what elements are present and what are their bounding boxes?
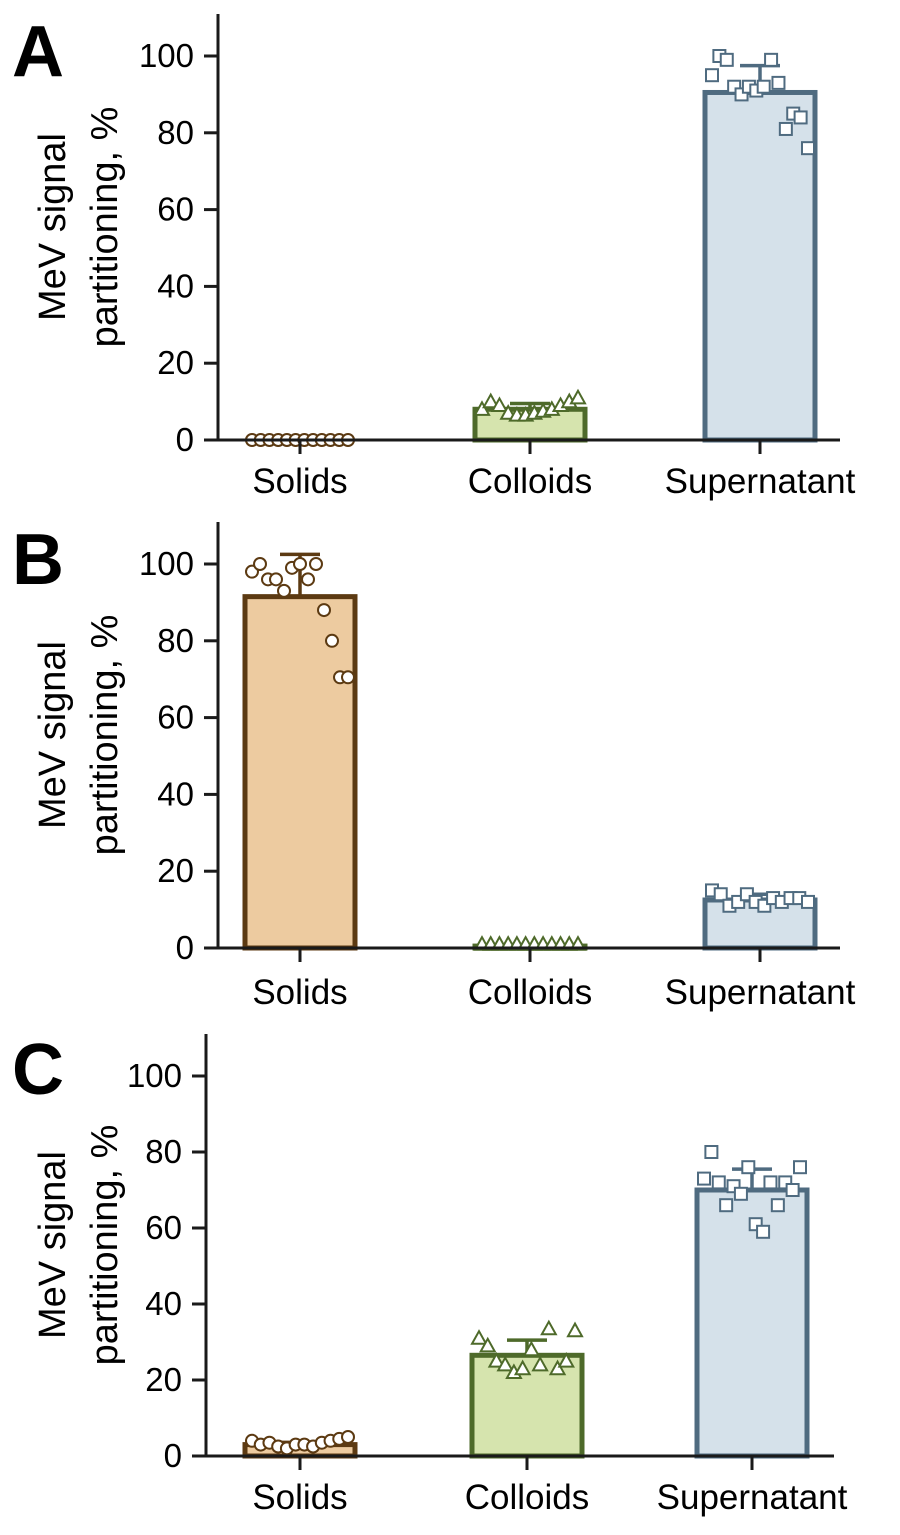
y-tick-label: 100 xyxy=(139,545,194,582)
y-tick-label: 20 xyxy=(157,344,194,381)
y-axis-label-line-2: partitioning, % xyxy=(84,1125,126,1366)
data-point-supernatant xyxy=(801,894,815,909)
plot-c: MeV signal partitioning, % 0 20 40 60 80 100 Sol… xyxy=(32,1034,848,1517)
data-point-supernatant xyxy=(733,1186,748,1201)
data-point-solids xyxy=(277,583,291,598)
data-point-colloids xyxy=(569,388,587,405)
data-point-supernatant xyxy=(778,121,793,136)
x-category-label: Colloids xyxy=(465,1478,590,1517)
data-point-colloids xyxy=(487,1351,506,1368)
data-point-supernatant xyxy=(719,52,734,67)
y-axis-label: MeV signal partitioning, % xyxy=(32,1125,126,1366)
data-point-supernatant xyxy=(756,79,771,94)
data-point-colloids xyxy=(496,1355,514,1372)
data-point-supernatant xyxy=(697,1171,711,1186)
data-point-solids xyxy=(301,572,315,587)
y-tick-label: 100 xyxy=(139,37,194,74)
y-tick-label: 60 xyxy=(157,699,194,736)
data-point-supernatant xyxy=(793,1160,807,1175)
bar-solids xyxy=(242,594,358,951)
data-point-supernatant xyxy=(764,52,779,67)
y-tick-label: 0 xyxy=(176,929,194,966)
y-axis-label-line-1: MeV signal xyxy=(32,641,74,829)
data-point-supernatant xyxy=(741,1160,756,1175)
data-point-solids xyxy=(253,557,267,571)
data-point-solids xyxy=(269,572,283,587)
x-category-label: Solids xyxy=(252,462,347,501)
y-tick-label: 20 xyxy=(145,1361,182,1398)
y-tick-label: 40 xyxy=(157,775,194,812)
data-point-supernatant xyxy=(793,110,808,125)
data-point-supernatant xyxy=(785,1183,800,1197)
data-point-colloids xyxy=(473,400,491,416)
x-category-label: Solids xyxy=(252,973,347,1012)
x-category-label: Supernatant xyxy=(665,973,856,1012)
y-tick-label: 80 xyxy=(157,114,194,151)
y-axis-label-line-1: MeV signal xyxy=(32,133,74,321)
y-axis-label-line-2: partitioning, % xyxy=(84,615,126,856)
y-tick-label: 40 xyxy=(157,267,194,304)
data-point-solids xyxy=(293,557,307,571)
y-axis-label-line-1: MeV signal xyxy=(32,1151,74,1339)
panel-letter-a: A xyxy=(12,12,64,92)
y-tick-label: 0 xyxy=(176,421,194,458)
panel-c: C MeV signal partitioning, % 0 20 40 60 80 100 S… xyxy=(12,1030,848,1517)
data-point-supernatant xyxy=(770,1198,785,1213)
x-category-label: Colloids xyxy=(468,462,593,501)
data-point-colloids xyxy=(482,392,500,409)
bar-supernatant xyxy=(694,1187,810,1459)
data-point-supernatant xyxy=(756,1224,771,1239)
data-point-supernatant xyxy=(711,1175,726,1190)
x-category-label: Supernatant xyxy=(665,462,856,501)
plot-a: MeV signal partitioning, % 0 20 40 60 80 100 Sol… xyxy=(32,14,856,501)
y-tick-label: 60 xyxy=(157,191,194,228)
y-tick-label: 100 xyxy=(127,1057,182,1094)
data-point-colloids xyxy=(522,1340,541,1357)
y-axis-label: MeV signal partitioning, % xyxy=(32,615,126,856)
y-tick-label: 20 xyxy=(157,852,194,889)
x-category-label: Colloids xyxy=(468,973,593,1012)
data-point-colloids xyxy=(548,1359,567,1376)
panel-a: A MeV signal partitioning, % 0 20 40 60 80 100 S… xyxy=(12,12,856,501)
data-point-colloids xyxy=(540,1319,558,1336)
data-point-colloids xyxy=(470,1329,488,1345)
panel-b: B MeV signal partitioning, % 0 20 40 60 80 100 S… xyxy=(12,520,856,1012)
y-tick-label: 60 xyxy=(145,1209,182,1246)
x-category-label: Supernatant xyxy=(657,1478,848,1517)
panel-letter-c: C xyxy=(12,1030,64,1110)
data-point-solids xyxy=(325,633,339,648)
data-point-colloids xyxy=(513,1359,532,1376)
data-point-supernatant xyxy=(771,75,786,90)
y-tick-label: 0 xyxy=(164,1437,182,1474)
data-point-colloids xyxy=(566,1321,584,1338)
data-point-solids xyxy=(341,1430,355,1444)
x-category-label: Solids xyxy=(252,1478,347,1517)
plot-b: MeV signal partitioning, % 0 20 40 60 80 100 Sol… xyxy=(32,522,856,1012)
data-point-colloids xyxy=(557,1351,575,1368)
data-point-colloids xyxy=(531,1355,549,1372)
data-point-colloids xyxy=(479,1336,497,1353)
data-point-supernatant xyxy=(705,68,719,83)
data-point-supernatant xyxy=(713,887,728,902)
data-point-supernatant xyxy=(704,1145,719,1159)
data-point-solids xyxy=(309,557,323,571)
data-point-supernatant xyxy=(719,1198,734,1213)
data-point-colloids xyxy=(490,396,509,413)
y-tick-label: 40 xyxy=(145,1285,182,1322)
panel-letter-b: B xyxy=(12,520,64,600)
y-axis-label-line-2: partitioning, % xyxy=(84,107,126,348)
data-point-supernatant xyxy=(801,141,815,156)
y-tick-label: 80 xyxy=(157,622,194,659)
data-point-supernatant xyxy=(763,1175,778,1190)
data-point-solids xyxy=(341,670,355,685)
bar-supernatant xyxy=(702,89,818,443)
y-tick-label: 80 xyxy=(145,1133,182,1170)
y-axis-label: MeV signal partitioning, % xyxy=(32,107,126,348)
data-point-solids xyxy=(317,603,331,618)
